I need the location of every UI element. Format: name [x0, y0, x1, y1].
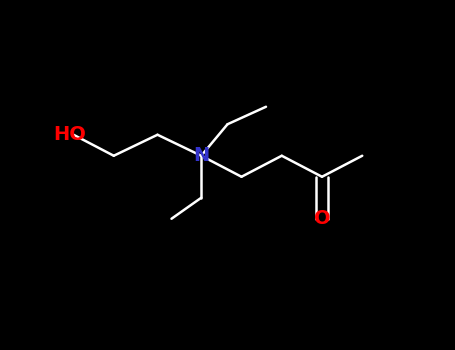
Text: HO: HO: [54, 125, 86, 144]
Text: O: O: [313, 209, 330, 228]
Text: N: N: [193, 146, 209, 165]
